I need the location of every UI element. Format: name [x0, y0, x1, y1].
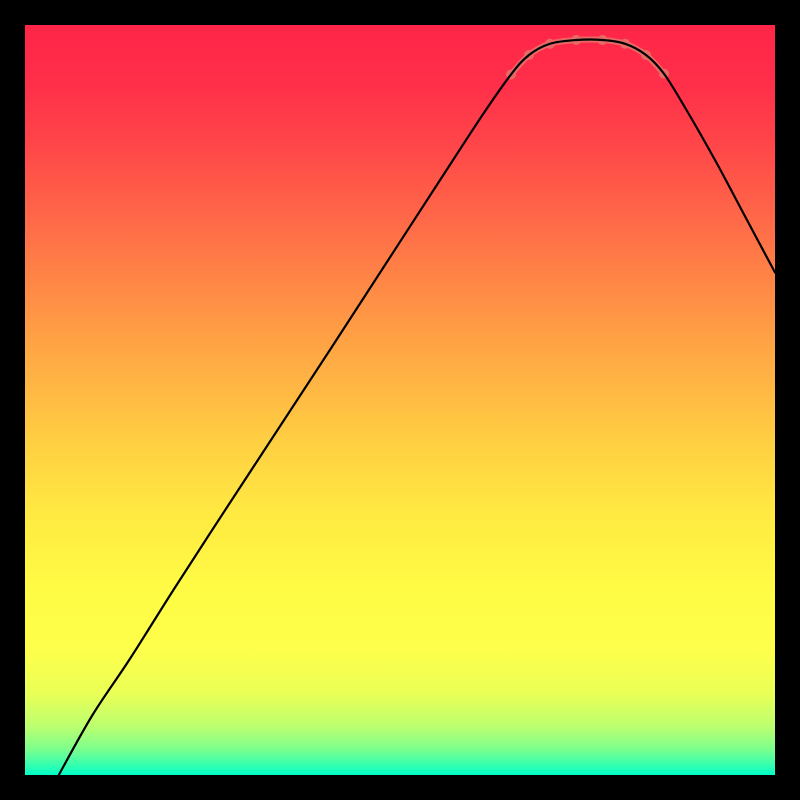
main-curve: [59, 40, 775, 775]
plot-area: [25, 25, 775, 775]
highlight-segment: [511, 40, 664, 75]
curve-layer: [25, 25, 775, 775]
attribution-text: TheBottlenecker.com: [588, 2, 790, 25]
